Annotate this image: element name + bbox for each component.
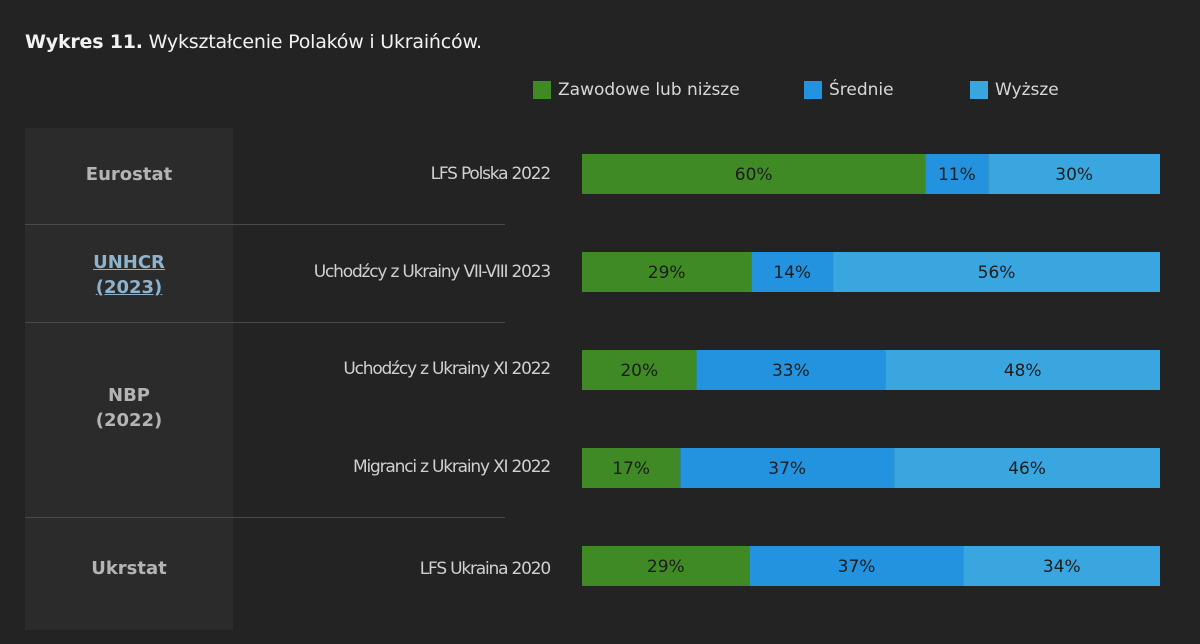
bar-segment-higher — [894, 448, 1160, 488]
bar-segment-vocational — [582, 350, 697, 390]
source-ukrstat-name: Ukrstat — [91, 558, 167, 579]
bar-value-label: 46% — [1008, 459, 1046, 479]
bar-value-label: 33% — [772, 361, 810, 381]
bar-value-label: 37% — [838, 557, 876, 577]
legend-item-higher: Wyższe — [970, 80, 1059, 100]
bar-segment-secondary — [751, 252, 834, 292]
group-divider — [25, 322, 505, 323]
bar-segment-vocational — [582, 448, 681, 488]
bar-segment-secondary — [680, 448, 895, 488]
source-eurostat-name: Eurostat — [85, 164, 173, 185]
bar-value-label: 17% — [612, 459, 650, 479]
row-label: Uchodźcy z Ukrainy XI 2022 — [343, 359, 551, 379]
bar-segment-higher — [833, 252, 1160, 292]
legend-label-secondary: Średnie — [829, 80, 894, 100]
bar-segment-vocational — [582, 252, 752, 292]
source-column — [25, 128, 233, 630]
bar-value-label: 48% — [1004, 361, 1042, 381]
legend-item-vocational: Zawodowe lub niższe — [533, 80, 740, 100]
bar-segment-secondary — [925, 154, 989, 194]
source-link-unhcr[interactable]: UNHCR (2023) — [25, 250, 233, 300]
chart-title-number: Wykres 11. — [25, 31, 143, 53]
source-label-nbp: NBP (2022) — [25, 383, 233, 433]
bar-value-label: 14% — [773, 263, 811, 283]
row-label: Uchodźcy z Ukrainy VII-VIII 2023 — [313, 262, 551, 282]
bar-value-label: 37% — [768, 459, 806, 479]
bar-value-label: 56% — [978, 263, 1016, 283]
legend: Zawodowe lub niższe Średnie Wyższe — [0, 80, 1200, 104]
source-label-eurostat: Eurostat — [25, 162, 233, 187]
bar-segment-vocational — [582, 546, 750, 586]
legend-swatch-vocational — [533, 81, 551, 99]
bar-segment-higher — [885, 350, 1160, 390]
row-label: Migranci z Ukrainy XI 2022 — [353, 457, 551, 477]
bar-value-label: 30% — [1055, 165, 1093, 185]
bar-value-label: 29% — [647, 557, 685, 577]
legend-item-secondary: Średnie — [804, 80, 894, 100]
source-nbp-name: NBP — [108, 385, 150, 406]
row-label: LFS Ukraina 2020 — [419, 559, 551, 579]
bar-value-label: 34% — [1043, 557, 1081, 577]
source-label-ukrstat: Ukrstat — [25, 556, 233, 581]
bar-value-label: 29% — [648, 263, 686, 283]
legend-label-vocational: Zawodowe lub niższe — [558, 80, 740, 100]
bar-segment-secondary — [749, 546, 964, 586]
bar-segment-vocational — [582, 154, 926, 194]
source-unhcr-name[interactable]: UNHCR — [93, 252, 165, 273]
legend-label-higher: Wyższe — [995, 80, 1059, 100]
bar-segment-higher — [988, 154, 1160, 194]
legend-swatch-secondary — [804, 81, 822, 99]
group-divider — [25, 517, 505, 518]
chart-title-text: Wykształcenie Polaków i Ukraińców. — [142, 31, 482, 53]
source-nbp-year: (2022) — [95, 410, 163, 431]
source-unhcr-year[interactable]: (2023) — [95, 277, 163, 298]
group-divider — [25, 224, 505, 225]
bar-value-label: 20% — [620, 361, 658, 381]
legend-swatch-higher — [970, 81, 988, 99]
row-label: LFS Polska 2022 — [430, 164, 552, 184]
bar-segment-secondary — [696, 350, 886, 390]
bar-value-label: 60% — [735, 165, 773, 185]
bar-value-label: 11% — [938, 165, 976, 185]
bar-segment-higher — [963, 546, 1160, 586]
chart-title: Wykres 11. Wykształcenie Polaków i Ukrai… — [25, 31, 482, 53]
